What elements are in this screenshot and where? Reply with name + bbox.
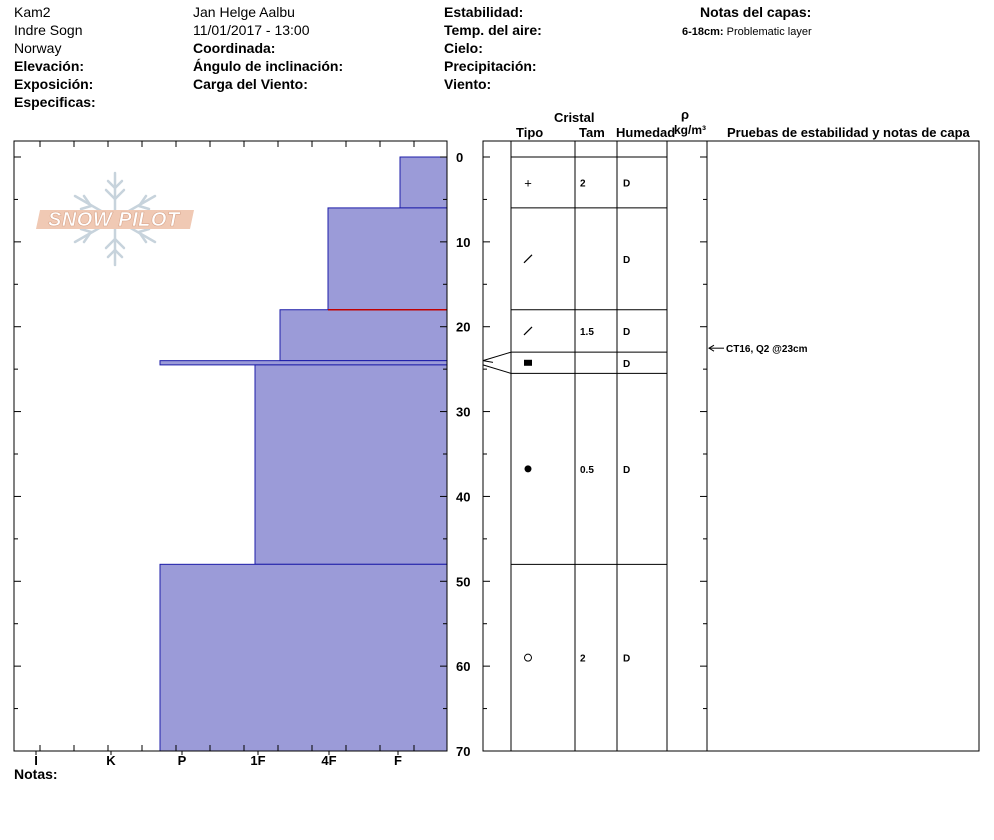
y-tick-label: 50 bbox=[456, 574, 470, 589]
stability-arrow-head bbox=[708, 344, 715, 352]
moisture: D bbox=[623, 465, 630, 476]
precipitation-label: Precipitación: bbox=[444, 58, 537, 74]
specifics-label: Especificas: bbox=[14, 94, 96, 110]
grain-size: 2 bbox=[580, 178, 586, 189]
wind-loading-label: Carga del Viento: bbox=[193, 76, 308, 92]
hardness-bar bbox=[159, 563, 448, 752]
layer-connector bbox=[482, 364, 512, 374]
y-tick-label: 70 bbox=[456, 744, 470, 759]
grain-type-symbol bbox=[524, 653, 532, 662]
hardness-bar bbox=[254, 364, 448, 565]
moisture: D bbox=[623, 654, 630, 665]
notes-label: Notas: bbox=[14, 766, 58, 782]
wind-label: Viento: bbox=[444, 76, 492, 92]
stability-test-note: CT16, Q2 @23cm bbox=[726, 344, 808, 355]
moisture: D bbox=[623, 178, 630, 189]
layer-connector bbox=[482, 351, 512, 362]
datetime: 11/01/2017 - 13:00 bbox=[193, 22, 310, 38]
y-tick-label: 20 bbox=[456, 320, 470, 335]
grain-type-symbol bbox=[523, 254, 533, 264]
hardness-bar bbox=[279, 309, 448, 362]
hardness-label: I bbox=[34, 753, 38, 768]
coordinate-label: Coordinada: bbox=[193, 40, 276, 56]
hardness-bar bbox=[399, 156, 448, 209]
logo-text: SNOW PILOT bbox=[48, 209, 180, 232]
hardness-label: K bbox=[106, 753, 116, 768]
hardness-label: 4F bbox=[321, 753, 336, 768]
cristal-header: Cristal bbox=[554, 110, 595, 125]
sky-label: Cielo: bbox=[444, 40, 483, 56]
layer-note-text: Problematic layer bbox=[726, 26, 812, 38]
moisture: D bbox=[623, 327, 630, 338]
site-name: Kam2 bbox=[14, 4, 51, 20]
hardness-label: P bbox=[178, 753, 187, 768]
elevation-label: Elevación: bbox=[14, 58, 85, 74]
layer-connector bbox=[482, 360, 494, 363]
hardness-label: F bbox=[394, 753, 402, 768]
tam-header: Tam bbox=[579, 125, 605, 140]
moisture: D bbox=[623, 359, 630, 370]
slope-angle-label: Ángulo de inclinación: bbox=[193, 58, 344, 74]
grain-type-symbol: + bbox=[524, 175, 532, 190]
y-tick-label: 60 bbox=[456, 659, 470, 674]
hardness-bar bbox=[159, 360, 448, 366]
layer-note-range: 6-18cm: bbox=[682, 26, 724, 38]
layer-table-frame bbox=[482, 140, 980, 752]
tipo-header: Tipo bbox=[516, 125, 544, 140]
humedad-header: Humedad bbox=[616, 125, 676, 140]
layer-note: 6-18cm: Problematic layer bbox=[682, 24, 812, 41]
country: Norway bbox=[14, 40, 62, 56]
y-tick-label: 0 bbox=[456, 150, 463, 165]
hardness-bar bbox=[327, 207, 448, 311]
aspect-label: Exposición: bbox=[14, 76, 94, 92]
tests-header: Pruebas de estabilidad y notas de capa bbox=[727, 125, 970, 140]
rho-header: ρ bbox=[681, 107, 690, 122]
y-tick-label: 10 bbox=[456, 235, 470, 250]
hardness-label: 1F bbox=[250, 753, 265, 768]
grain-type-symbol bbox=[524, 359, 532, 366]
moisture: D bbox=[623, 255, 630, 266]
grain-type-symbol bbox=[524, 465, 532, 473]
grain-size: 2 bbox=[580, 654, 586, 665]
chart-frame bbox=[13, 140, 448, 752]
layer-notes-title: Notas del capas: bbox=[700, 4, 812, 20]
air-temp-label: Temp. del aire: bbox=[444, 22, 542, 38]
grain-size: 1.5 bbox=[580, 327, 594, 338]
location: Indre Sogn bbox=[14, 22, 83, 38]
y-tick-label: 40 bbox=[456, 489, 470, 504]
density-unit-header: kg/m³ bbox=[674, 123, 707, 137]
observer: Jan Helge Aalbu bbox=[193, 4, 295, 20]
grain-size: 0.5 bbox=[580, 465, 594, 476]
stability-label: Estabilidad: bbox=[444, 4, 524, 20]
grain-type-symbol bbox=[523, 326, 533, 336]
y-tick-label: 30 bbox=[456, 405, 470, 420]
